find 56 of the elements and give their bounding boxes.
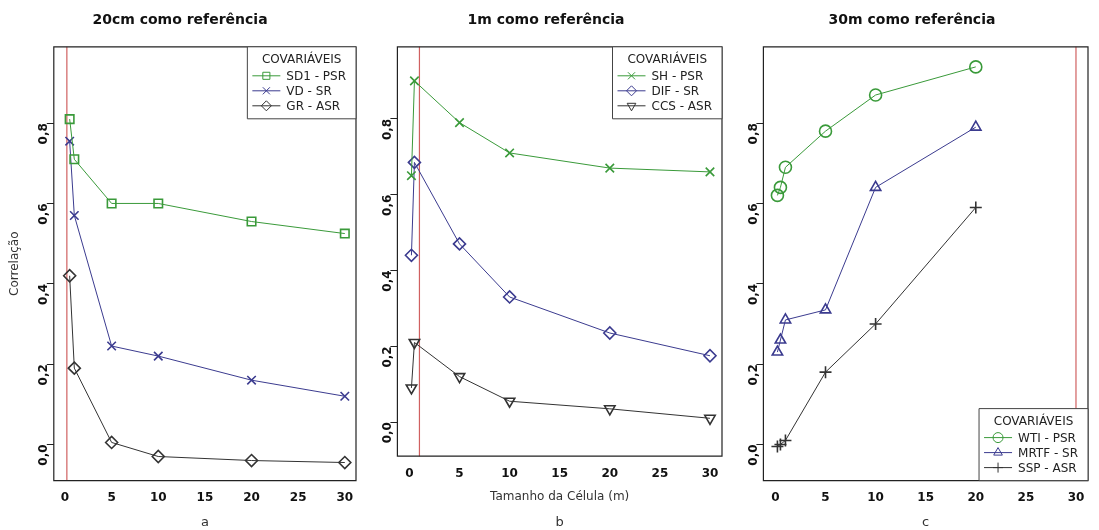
text: b xyxy=(555,514,564,529)
y-tick-label: 0,4 xyxy=(745,283,760,306)
chart-title: 1m como referência xyxy=(467,11,625,28)
x-tick-label: 15 xyxy=(196,489,214,504)
x-axis-title: Tamanho da Célula (m) xyxy=(489,488,630,503)
y-tick-label: 0,0 xyxy=(379,422,394,444)
x-tick-label: 15 xyxy=(917,489,935,504)
x-tick-label: 5 xyxy=(821,489,830,504)
x-tick-label: 25 xyxy=(289,489,307,504)
x-tick-label: 30 xyxy=(701,465,719,480)
legend-title: COVARIÁVEIS xyxy=(993,412,1074,428)
x-tick-label: 20 xyxy=(243,489,260,504)
y-tick-label: 0,2 xyxy=(745,364,760,386)
legend-label: MRTF - SR xyxy=(1018,445,1078,460)
legend-label: SH - PSR xyxy=(651,68,704,83)
y-tick-label: 0,8 xyxy=(379,118,394,141)
x-tick-label: 25 xyxy=(1017,489,1035,504)
y-tick-label: 0,8 xyxy=(745,123,760,145)
legend-title: COVARIÁVEIS xyxy=(261,50,342,66)
y-tick-label: 0,4 xyxy=(35,283,50,306)
y-tick-label: 0,8 xyxy=(35,123,50,145)
legend-label: DIF - SR xyxy=(651,83,700,98)
legend-label: GR - ASR xyxy=(286,98,341,113)
legend-label: SD1 - PSR xyxy=(286,68,347,83)
chart-title: 30m como referência xyxy=(828,11,996,28)
text: c xyxy=(922,514,930,529)
legend-title: COVARIÁVEIS xyxy=(627,50,708,66)
x-tick-label: 15 xyxy=(551,465,569,480)
x-tick-label: 5 xyxy=(107,489,116,504)
y-tick-label: 0,0 xyxy=(745,444,760,466)
x-tick-label: 20 xyxy=(601,465,619,480)
x-tick-label: 5 xyxy=(455,465,464,480)
x-tick-label: 30 xyxy=(336,489,354,504)
x-tick-label: 20 xyxy=(967,489,985,504)
y-tick-label: 0,6 xyxy=(745,203,760,225)
y-tick-label: 0,2 xyxy=(35,364,50,386)
legend-label: WTI - PSR xyxy=(1018,430,1076,445)
y-tick-label: 0,2 xyxy=(379,346,394,368)
x-tick-label: 0 xyxy=(405,465,414,480)
y-tick-label: 0,6 xyxy=(35,203,50,225)
x-tick-label: 0 xyxy=(771,489,780,504)
y-tick-label: 0,6 xyxy=(379,194,394,216)
chart-title: 20cm como referência xyxy=(92,11,268,28)
x-tick-label: 10 xyxy=(149,489,167,504)
legend-label: SSP - ASR xyxy=(1018,460,1077,475)
x-tick-label: 25 xyxy=(651,465,669,480)
legend-label: CCS - ASR xyxy=(651,98,712,113)
text: a xyxy=(200,514,209,529)
y-axis-title: Correlação xyxy=(7,231,22,296)
x-tick-label: 30 xyxy=(1067,489,1085,504)
x-tick-label: 10 xyxy=(867,489,884,504)
y-tick-label: 0,0 xyxy=(35,444,50,466)
legend-label: VD - SR xyxy=(286,83,332,98)
x-tick-label: 0 xyxy=(60,489,70,504)
y-tick-label: 0,4 xyxy=(379,270,394,292)
x-tick-label: 10 xyxy=(501,465,518,480)
